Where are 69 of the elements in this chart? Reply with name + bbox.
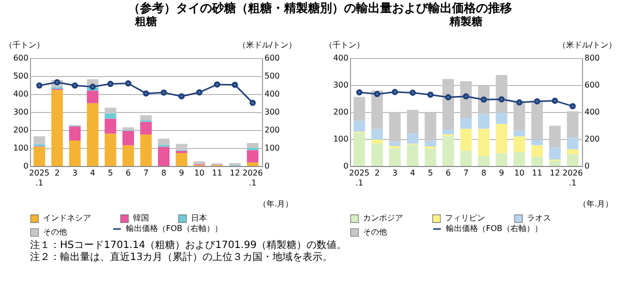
legend-label: カンボジア [363, 214, 403, 223]
y2-axis-title: （米ドル/トン） [238, 40, 296, 50]
y2-axis-title: （米ドル/トン） [558, 40, 616, 50]
text: 注１：HSコード1701.14（粗糖）および1701.99（精製糖）の数値。 [30, 240, 348, 252]
x-tick-label: 3 [72, 168, 78, 178]
x-tick-label: 9 [499, 168, 504, 178]
x-tick-label: 8 [161, 168, 166, 178]
y-tick-label: 400 [333, 54, 348, 62]
x-tick-label: 6 [126, 168, 131, 178]
x-tick-label: 10 [514, 168, 524, 178]
legend-label: 日本 [191, 214, 207, 223]
x-tick-label: 8 [481, 168, 486, 178]
x-tick-label: 12 [550, 168, 560, 178]
y-tick-label: 600 [13, 54, 28, 62]
y-axis-title: （千トン） [324, 40, 364, 50]
x-axis-title: （年.月） [578, 200, 614, 208]
y2-tick-label: 500 [264, 72, 280, 80]
text: （参考）タイの砂糖（粗糖・精製糖別）の輸出量および輸出価格の推移 [127, 0, 513, 16]
x-tick-label: 5 [108, 168, 113, 178]
y2-tick-label: 600 [584, 80, 600, 90]
x-axis-title: （年.月） [258, 200, 294, 208]
x-tick-label: 2 [54, 168, 60, 178]
y-tick-label: 200 [333, 108, 348, 116]
legend-label: 輸出価格（FOB（右軸）） [126, 224, 222, 233]
x-tick-label: 6 [446, 168, 451, 178]
legend-label: その他 [43, 228, 67, 236]
x-tick-label: 5 [428, 168, 433, 178]
x-tick-label: 10 [194, 168, 204, 178]
x-tick-label: 2025 .1 [349, 168, 370, 188]
x-tick-label: 12 [230, 168, 240, 178]
y-tick-label: 400 [13, 90, 28, 98]
y2-tick-label: 0 [264, 162, 270, 170]
y2-tick-label: 200 [584, 134, 600, 144]
x-tick-label: 11 [212, 168, 222, 178]
x-tick-label: 9 [179, 168, 184, 178]
legend-label: 韓国 [133, 214, 149, 223]
y-axis-title: （千トン） [4, 40, 44, 50]
y-tick-label: 0 [23, 162, 28, 170]
y2-tick-label: 600 [264, 54, 280, 62]
y-tick-label: 100 [333, 134, 348, 144]
text: 注２：輸出量は、直近13カ月（累計）の上位３カ国・地域を表示。 [30, 252, 334, 264]
y2-tick-label: 100 [264, 144, 280, 152]
y-tick-label: 300 [13, 108, 28, 116]
x-tick-label: 7 [143, 168, 149, 178]
y-tick-label: 300 [333, 80, 348, 90]
legend-label: その他 [363, 228, 387, 236]
y2-tick-label: 400 [264, 90, 280, 98]
legend-label: 輸出価格（FOB（右軸）） [446, 224, 542, 233]
y-tick-label: 500 [13, 72, 28, 80]
x-tick-label: 4 [90, 168, 96, 178]
legend-label: フィリピン [445, 214, 485, 223]
x-tick-label: 11 [532, 168, 542, 178]
y2-tick-label: 300 [264, 108, 280, 116]
y-tick-label: 200 [13, 126, 28, 134]
x-tick-label: 4 [410, 168, 416, 178]
y-tick-label: 0 [343, 162, 348, 170]
x-tick-label: 2 [374, 168, 380, 178]
y2-tick-label: 400 [584, 108, 600, 116]
x-tick-label: 2026 .1 [562, 168, 583, 188]
x-tick-label: 2026 .1 [242, 168, 263, 188]
x-tick-label: 7 [463, 168, 469, 178]
legend-label: ラオス [527, 214, 551, 223]
x-tick-label: 2025 .1 [29, 168, 50, 188]
legend-label: インドネシア [43, 214, 91, 223]
y2-tick-label: 800 [584, 54, 600, 62]
y-tick-label: 100 [13, 144, 28, 152]
y2-tick-label: 200 [264, 126, 280, 134]
x-tick-label: 3 [392, 168, 398, 178]
y2-tick-label: 0 [584, 162, 590, 170]
